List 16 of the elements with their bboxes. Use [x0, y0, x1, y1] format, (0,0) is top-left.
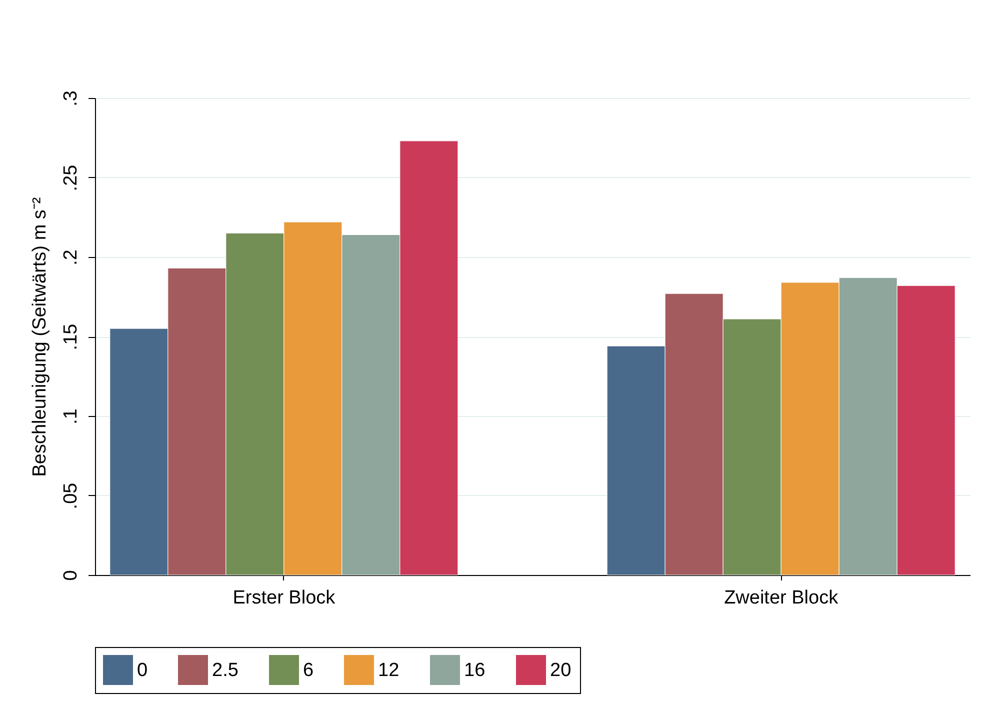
y-tick-label: .05 [60, 482, 82, 510]
y-tick-label: .25 [60, 164, 82, 192]
legend-label: 6 [303, 660, 314, 681]
legend-label: 16 [464, 660, 486, 681]
x-tick-label: Erster Block [232, 588, 336, 608]
legend-label: 12 [378, 660, 400, 681]
y-axis-title: Beschleunigung (Seitwärts) m s⁻² [30, 197, 50, 477]
y-tick-label: .3 [60, 90, 82, 106]
x-tick-label: Zweiter Block [724, 588, 839, 608]
y-tick-label: 0 [60, 570, 82, 581]
legend-label: 0 [137, 660, 148, 681]
legend-label: 20 [550, 660, 572, 681]
y-tick-label: .2 [60, 250, 82, 266]
y-tick-label: .1 [60, 408, 82, 424]
legend-label: 2.5 [212, 660, 238, 681]
y-tick-label: .15 [60, 324, 82, 350]
